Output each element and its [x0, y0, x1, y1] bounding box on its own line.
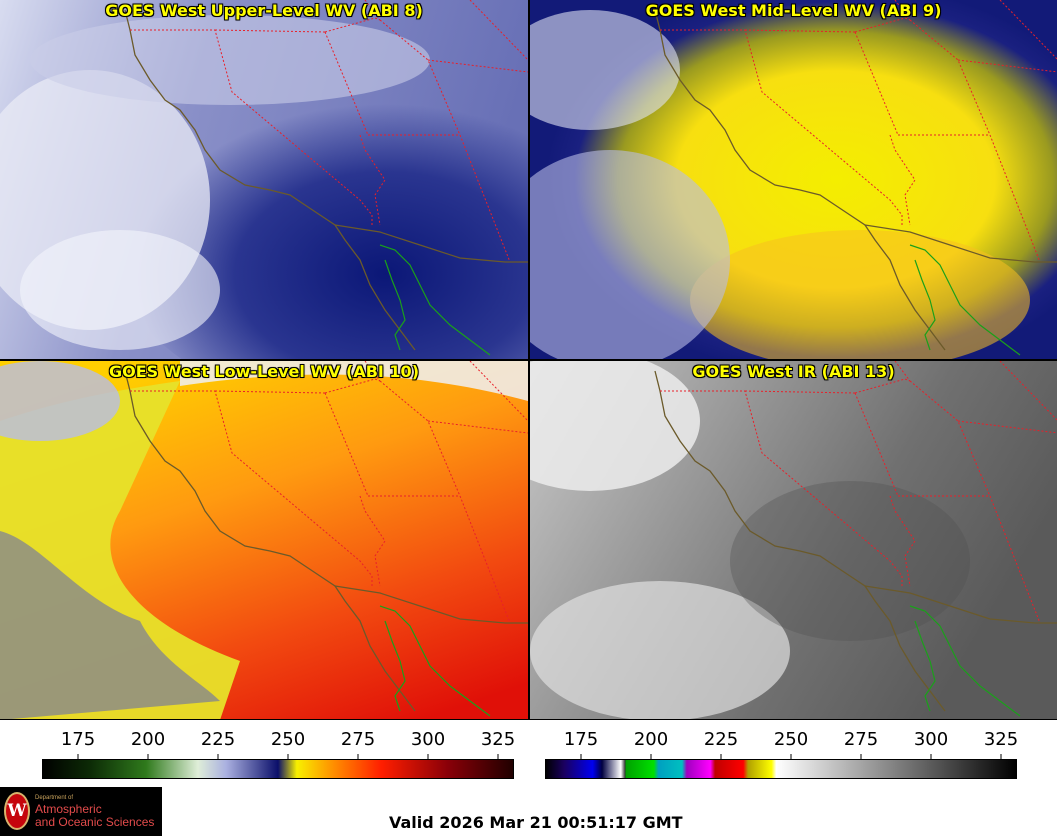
ir-colorbar: [545, 754, 1017, 779]
mid-level-wv-image: [530, 0, 1057, 359]
panel-title: GOES West Mid-Level WV (ABI 9): [645, 1, 942, 20]
state-border: [989, 134, 1041, 263]
state-border: [364, 361, 381, 382]
state-border: [379, 19, 461, 136]
mid-level-wv-panel: GOES West Mid-Level WV (ABI 9): [530, 0, 1057, 359]
upper-level-wv-image: [0, 0, 528, 359]
coastline: [654, 370, 946, 712]
state-border: [379, 380, 461, 497]
map-boundaries: [124, 361, 528, 717]
state-border: [660, 390, 903, 586]
coastline: [654, 9, 946, 351]
wv-tick-label: 175: [60, 729, 96, 750]
state-border: [364, 0, 381, 21]
panel-divider-vertical: [528, 0, 530, 720]
logo-line-1: Department of: [35, 795, 74, 801]
upper-level-wv-panel: GOES West Upper-Level WV (ABI 8): [0, 0, 528, 359]
state-border: [469, 361, 528, 422]
panel-title: GOES West IR (ABI 13): [692, 362, 895, 381]
low-level-wv-image: [0, 361, 528, 720]
state-border: [989, 495, 1041, 624]
wv-tick-label: 200: [130, 729, 166, 750]
state-border: [130, 390, 373, 586]
coastline: [124, 9, 416, 351]
aos-logo: W Department of Atmospheric and Oceanic …: [0, 787, 162, 836]
state-border: [469, 0, 528, 61]
wv-tick-label: 225: [200, 729, 236, 750]
state-border: [999, 0, 1057, 60]
logo-line-2: Atmospheric: [35, 802, 102, 816]
state-border: [957, 59, 1057, 73]
ir-colorbar-ticks: 175 200 225 250 275 300 325: [545, 729, 1019, 753]
wv-tick-label: 300: [410, 729, 446, 750]
international-border: [864, 585, 1057, 624]
state-border: [359, 134, 386, 226]
state-border: [324, 17, 381, 33]
ir-tick-label: 275: [843, 729, 879, 750]
state-border: [894, 0, 911, 21]
state-border: [660, 29, 903, 225]
state-border: [909, 19, 991, 136]
mexico-coastline: [379, 244, 491, 356]
mexico-coastline: [379, 605, 491, 717]
state-border: [854, 378, 911, 394]
state-border: [130, 29, 373, 225]
map-boundaries: [654, 0, 1057, 356]
state-border: [324, 378, 381, 394]
state-border: [999, 361, 1057, 421]
state-border: [324, 31, 369, 136]
state-border: [894, 361, 911, 382]
wv-tick-label: 275: [340, 729, 376, 750]
state-border: [854, 392, 899, 497]
state-border: [427, 420, 528, 434]
international-border: [864, 224, 1057, 263]
state-border: [889, 134, 916, 226]
mexico-coastline: [909, 244, 1021, 356]
mexico-coastline: [909, 605, 1021, 717]
image-bottom-border: [0, 719, 1057, 720]
state-border: [324, 392, 369, 497]
wv-tick-label: 325: [480, 729, 516, 750]
wv-tick-label: 250: [270, 729, 306, 750]
wv-colorbar-ticks: 175 200 225 250 275 300 325: [42, 729, 516, 753]
ir-tick-label: 175: [563, 729, 599, 750]
low-level-wv-panel: GOES West Low-Level WV (ABI 10): [0, 361, 528, 720]
ir-tick-label: 200: [633, 729, 669, 750]
state-border: [854, 31, 899, 136]
map-boundaries: [124, 0, 528, 356]
ir-tick-label: 250: [773, 729, 809, 750]
ir-tick-label: 325: [983, 729, 1019, 750]
state-border: [854, 17, 911, 33]
wv-colorbar: [42, 754, 514, 779]
ir-panel: GOES West IR (ABI 13): [530, 361, 1057, 720]
state-border: [957, 420, 1057, 434]
panel-title: GOES West Upper-Level WV (ABI 8): [105, 1, 423, 20]
coastline: [124, 370, 416, 712]
state-border: [459, 495, 511, 624]
international-border: [334, 585, 528, 624]
map-boundaries: [654, 361, 1057, 717]
state-border: [889, 495, 916, 587]
logo-line-3: and Oceanic Sciences: [35, 815, 155, 829]
state-border: [427, 59, 528, 73]
state-border: [459, 134, 511, 263]
valid-time: Valid 2026 Mar 21 00:51:17 GMT: [389, 813, 683, 832]
state-border: [359, 495, 386, 587]
uw-crest-icon: W: [4, 792, 30, 830]
ir-tick-label: 225: [703, 729, 739, 750]
panel-title: GOES West Low-Level WV (ABI 10): [108, 362, 419, 381]
ir-tick-label: 300: [913, 729, 949, 750]
international-border: [334, 224, 528, 263]
state-border: [909, 380, 991, 497]
ir-image: [530, 361, 1057, 720]
